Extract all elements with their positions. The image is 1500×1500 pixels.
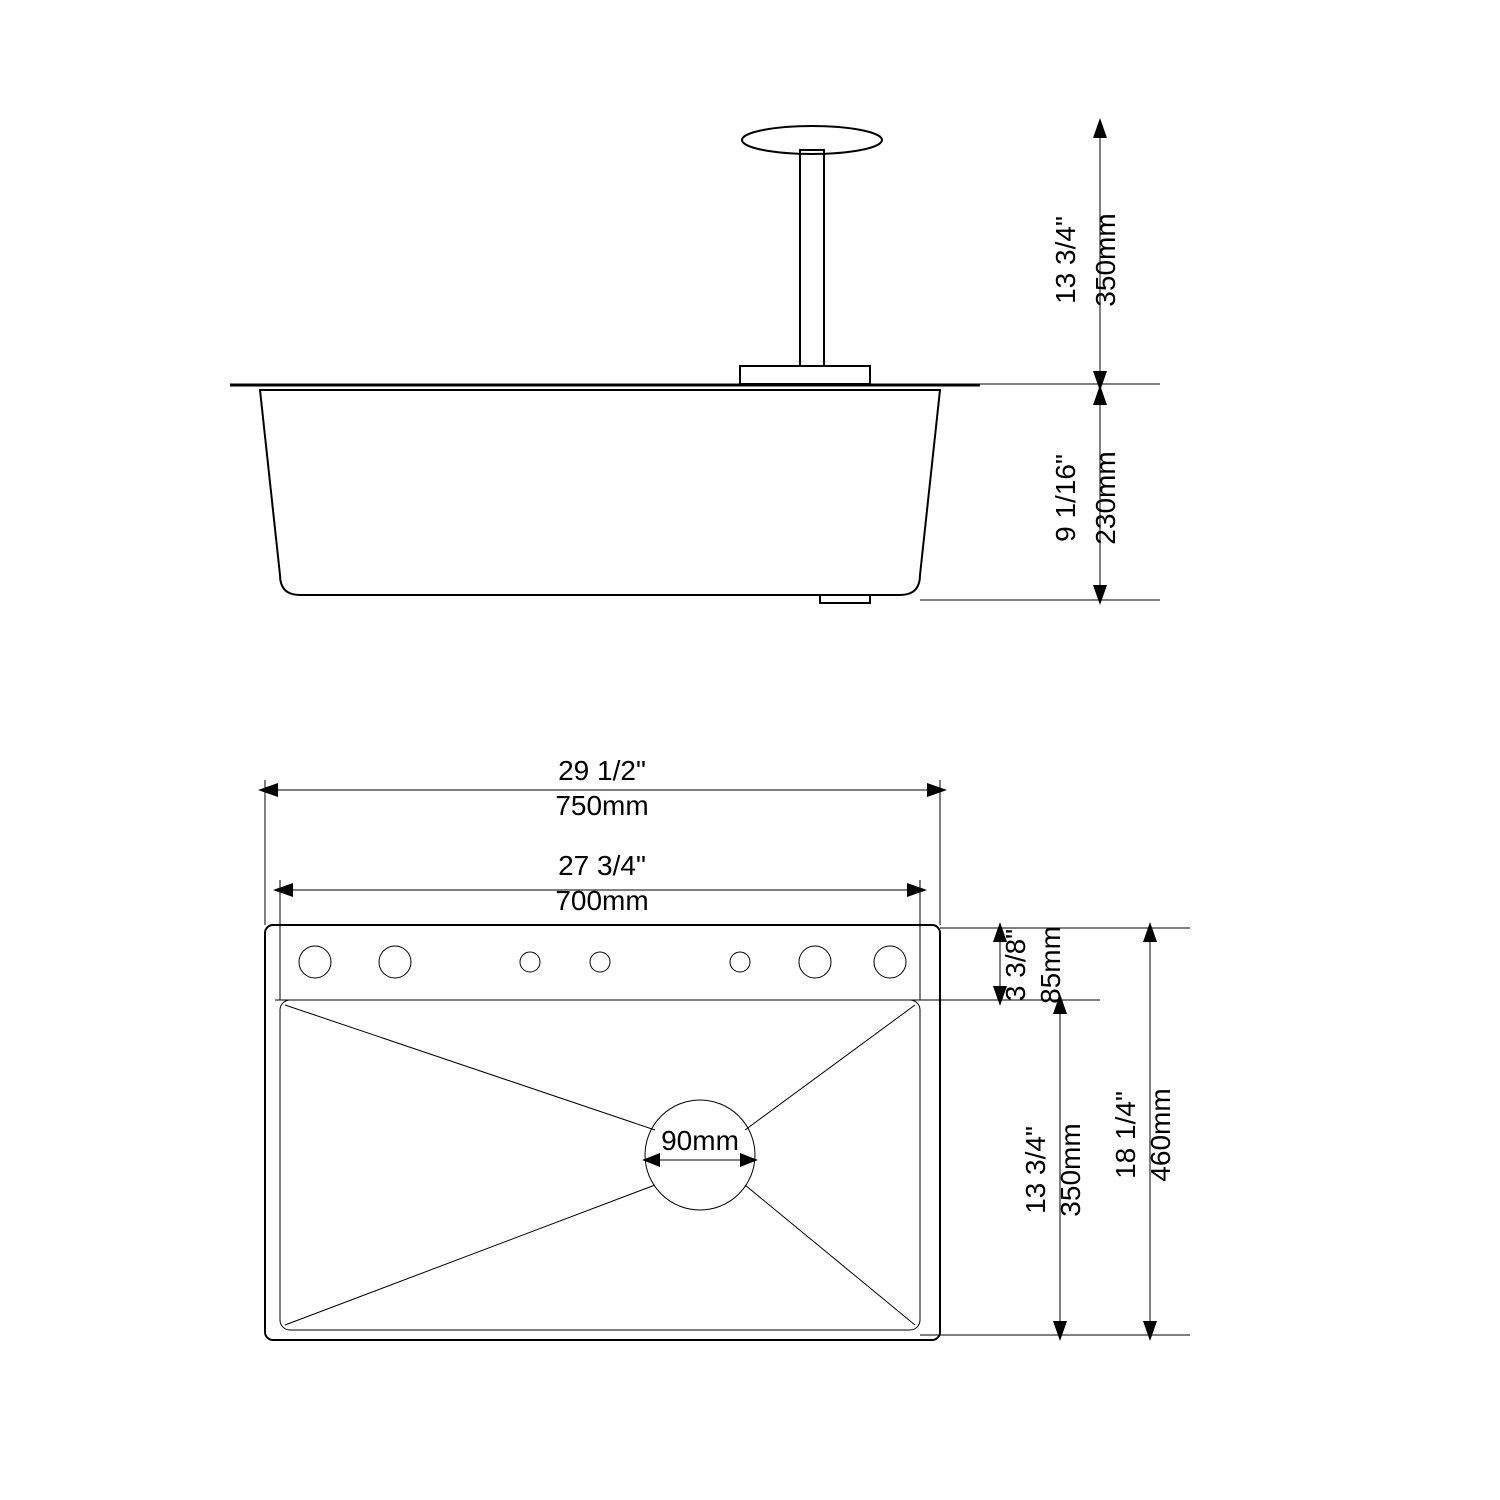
dim-ledge-height: 3 3/8" 85mm bbox=[920, 922, 1100, 1006]
dim-label: 18 1/4" bbox=[1110, 1091, 1141, 1179]
drawing-canvas: 13 3/4" 350mm 9 1/16" 230mm 90mm bbox=[0, 0, 1500, 1500]
dim-faucet-height: 13 3/4" 350mm bbox=[870, 118, 1160, 391]
faucet-holes bbox=[299, 946, 906, 978]
dim-label: 230mm bbox=[1090, 451, 1121, 544]
faucet-base bbox=[740, 366, 870, 384]
dim-label: 750mm bbox=[555, 790, 648, 821]
dim-label: 700mm bbox=[555, 885, 648, 916]
dim-label: 13 3/4" bbox=[1050, 216, 1081, 304]
drain-label: 90mm bbox=[661, 1125, 739, 1156]
dim-label: 13 3/4" bbox=[1020, 1126, 1051, 1214]
side-view bbox=[230, 126, 980, 603]
drain-notch bbox=[820, 595, 870, 603]
top-view: 90mm bbox=[265, 925, 940, 1340]
basin-outline bbox=[260, 390, 940, 595]
inner-bowl bbox=[280, 1000, 920, 1330]
dim-basin-depth: 9 1/16" 230mm bbox=[920, 385, 1160, 605]
dim-label: 9 1/16" bbox=[1050, 454, 1081, 542]
dim-label: 29 1/2" bbox=[558, 755, 646, 786]
dim-label: 350mm bbox=[1055, 1123, 1086, 1216]
faucet-stem bbox=[800, 150, 824, 366]
outer-rim bbox=[265, 925, 940, 1340]
dim-label: 85mm bbox=[1035, 926, 1066, 1004]
dim-label: 27 3/4" bbox=[558, 850, 646, 881]
dim-label: 3 3/8" bbox=[1000, 929, 1031, 1001]
dim-label: 350mm bbox=[1090, 213, 1121, 306]
dim-label: 460mm bbox=[1145, 1088, 1176, 1181]
